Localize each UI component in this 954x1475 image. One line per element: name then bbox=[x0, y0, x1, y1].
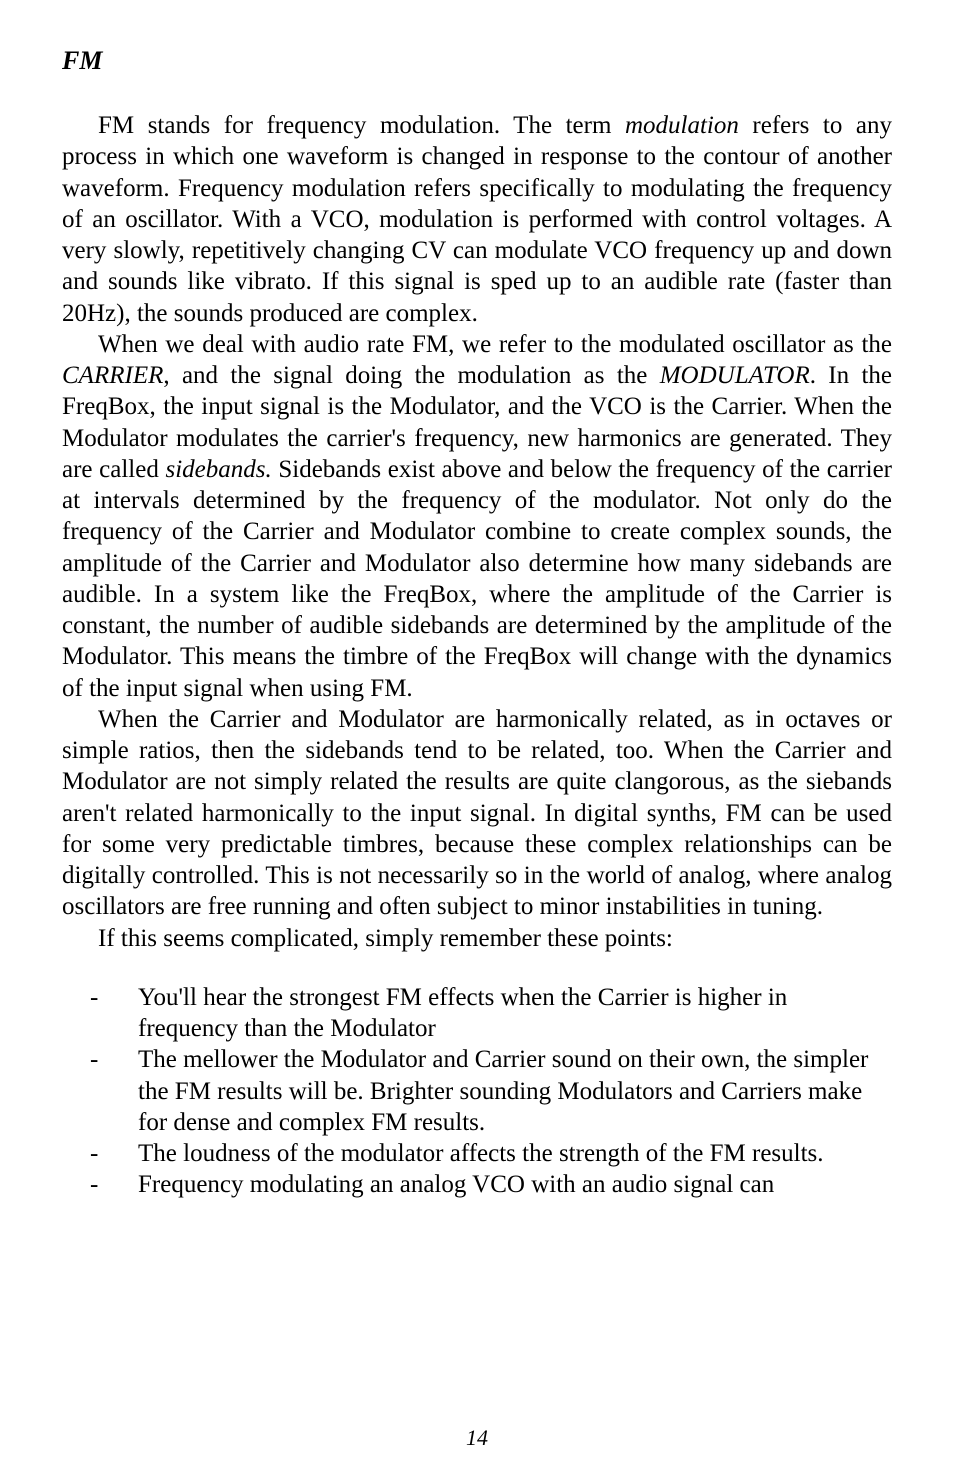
list-item: - You'll hear the strongest FM effects w… bbox=[90, 982, 892, 1045]
list-dash: - bbox=[90, 1044, 138, 1138]
list-text: The loudness of the modulator affects th… bbox=[138, 1138, 892, 1169]
list-item: - The mellower the Modulator and Carrier… bbox=[90, 1044, 892, 1138]
list-text: Frequency modulating an analog VCO with … bbox=[138, 1169, 892, 1200]
body-paragraph-1: FM stands for frequency modulation. The … bbox=[62, 110, 892, 329]
body-paragraph-4: If this seems complicated, simply rememb… bbox=[62, 923, 892, 954]
list-dash: - bbox=[90, 1169, 138, 1200]
section-heading: FM bbox=[62, 46, 892, 76]
list-item: - Frequency modulating an analog VCO wit… bbox=[90, 1169, 892, 1200]
body-paragraph-3: When the Carrier and Modulator are harmo… bbox=[62, 704, 892, 923]
p2-ital-sidebands: sidebands. bbox=[165, 456, 271, 483]
p1-pre: FM stands for frequency modulation. The … bbox=[98, 112, 625, 139]
list-dash: - bbox=[90, 1138, 138, 1169]
p1-post: refers to any process in which one wavef… bbox=[62, 112, 892, 327]
p2-a: When we deal with audio rate FM, we refe… bbox=[98, 331, 892, 358]
body-paragraph-2: When we deal with audio rate FM, we refe… bbox=[62, 329, 892, 704]
page-number: 14 bbox=[0, 1425, 954, 1451]
p1-ital-modulation: modulation bbox=[625, 112, 739, 139]
list-dash: - bbox=[90, 982, 138, 1045]
bullet-list: - You'll hear the strongest FM effects w… bbox=[62, 982, 892, 1201]
p2-ital-carrier: CARRIER bbox=[62, 362, 163, 389]
list-text: The mellower the Modulator and Carrier s… bbox=[138, 1044, 892, 1138]
p2-ital-modulator: MODULATOR bbox=[660, 362, 810, 389]
p2-b: , and the signal doing the modulation as… bbox=[163, 362, 659, 389]
list-item: - The loudness of the modulator affects … bbox=[90, 1138, 892, 1169]
p2-d: Sidebands exist above and below the freq… bbox=[62, 456, 892, 702]
list-text: You'll hear the strongest FM effects whe… bbox=[138, 982, 892, 1045]
